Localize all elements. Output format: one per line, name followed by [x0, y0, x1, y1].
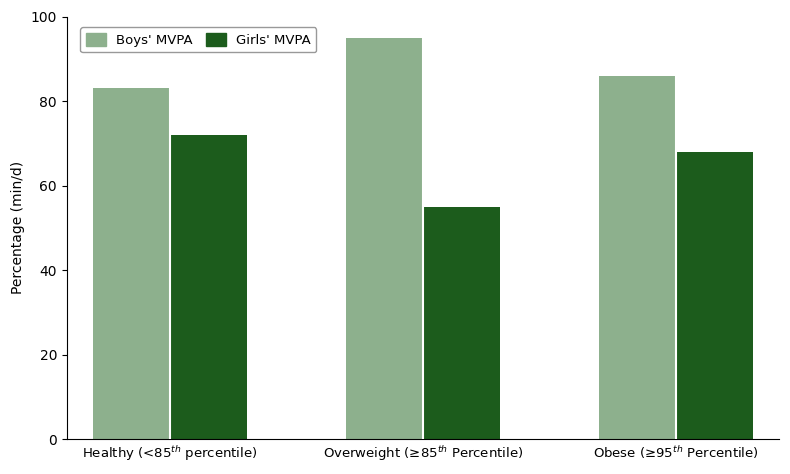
- Bar: [599, 76, 675, 439]
- Bar: [677, 152, 753, 439]
- Y-axis label: Percentage (min/d): Percentage (min/d): [11, 161, 25, 294]
- Bar: [171, 135, 246, 439]
- Bar: [423, 207, 499, 439]
- Legend: Boys' MVPA, Girls' MVPA: Boys' MVPA, Girls' MVPA: [81, 27, 316, 52]
- Bar: [93, 89, 169, 439]
- Bar: [346, 38, 422, 439]
